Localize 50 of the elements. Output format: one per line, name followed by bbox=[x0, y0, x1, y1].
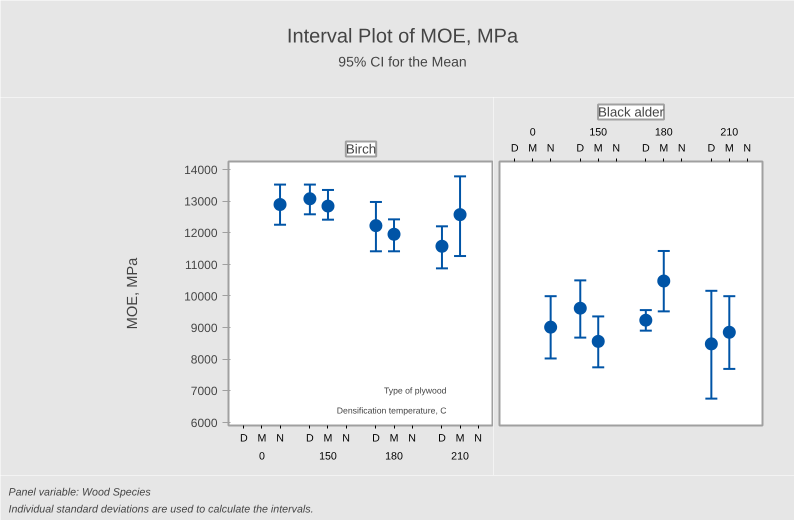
text: Individual standard deviations are used to calculate the intervals. bbox=[8, 504, 314, 516]
y-tick-label: 6000 bbox=[190, 416, 218, 430]
y-tick-label: 13000 bbox=[184, 194, 218, 209]
x-tick-label: D bbox=[306, 432, 314, 444]
y-tick-label: 12000 bbox=[184, 226, 218, 240]
text: 210 bbox=[720, 126, 738, 138]
x-tick-label: D bbox=[642, 142, 650, 154]
x-tick-label: D bbox=[372, 432, 380, 444]
y-tick-label: 8000 bbox=[190, 352, 218, 367]
text: 180 bbox=[654, 126, 673, 138]
x-tick-label: M bbox=[258, 432, 266, 444]
text: 0 bbox=[530, 126, 536, 138]
x-tick-label: M bbox=[724, 142, 734, 154]
text: Panel variable: Wood Species bbox=[8, 486, 152, 498]
x-tick-label: M bbox=[659, 142, 668, 154]
x-tick-label: N bbox=[408, 432, 416, 444]
y-tick-label: 10000 bbox=[184, 289, 218, 304]
x-tick-label: N bbox=[612, 142, 620, 154]
text: 0 bbox=[258, 450, 265, 462]
x-tick-label: D bbox=[438, 432, 446, 444]
x-tick-label: D bbox=[510, 142, 519, 154]
x-tick-label: N bbox=[678, 142, 686, 154]
text: 95% CI for the Mean bbox=[338, 54, 467, 70]
x-tick-label: N bbox=[743, 142, 752, 154]
y-tick-label: 11000 bbox=[185, 258, 218, 272]
y-tick-label: 7000 bbox=[190, 384, 218, 398]
text: 150 bbox=[319, 450, 337, 462]
text: 180 bbox=[385, 450, 403, 462]
text: 210 bbox=[451, 450, 470, 462]
x-tick-label: D bbox=[708, 142, 716, 154]
x-tick-label: N bbox=[474, 432, 482, 444]
x-axis-title: Type of plywood bbox=[384, 386, 447, 396]
x-tick-label: N bbox=[546, 142, 555, 154]
chart-title: Black alder bbox=[598, 104, 665, 120]
y-axis-title: MOE, MPa bbox=[125, 256, 142, 330]
x-tick-label: D bbox=[576, 142, 584, 154]
y-tick-label: 14000 bbox=[184, 162, 218, 177]
x-tick-label: D bbox=[240, 432, 248, 444]
x-tick-label: M bbox=[390, 432, 398, 444]
x-tick-label: N bbox=[276, 432, 284, 444]
x-tick-label: M bbox=[528, 142, 538, 154]
x-tick-label: M bbox=[456, 432, 465, 444]
text: 150 bbox=[589, 126, 608, 138]
x-tick-label: M bbox=[324, 432, 332, 444]
x-tick-label: N bbox=[342, 432, 350, 444]
annotation: Densification temperature, C bbox=[336, 406, 447, 416]
x-tick-label: M bbox=[594, 142, 603, 154]
y-tick-label: 9000 bbox=[190, 320, 218, 335]
chart-title: Birch bbox=[346, 142, 376, 156]
text: Interval Plot of MOE, MPa bbox=[286, 26, 519, 48]
